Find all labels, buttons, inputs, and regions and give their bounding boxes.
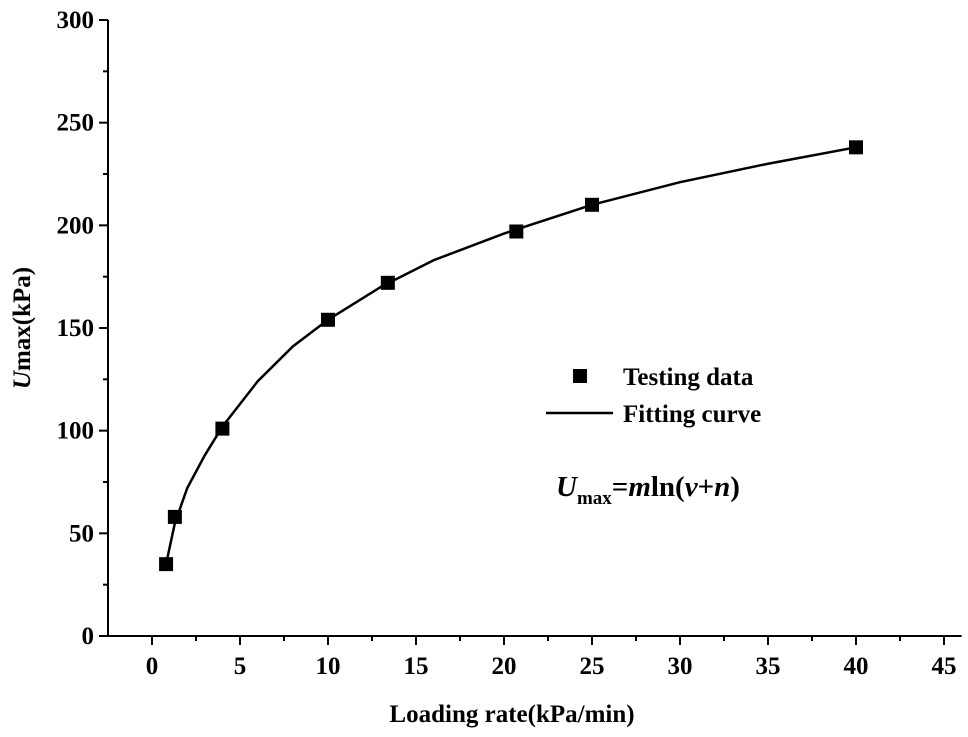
eq-part: n [714,471,730,503]
x-tick-label: 10 [316,653,341,680]
x-tick-label: 0 [146,653,159,680]
x-tick-label: 45 [932,653,957,680]
y-tick-label: 50 [69,520,94,547]
eq-part: max [577,488,612,509]
y-tick-label: 150 [57,315,95,342]
legend-label: Testing data [623,364,754,391]
eq-part: U [556,471,579,503]
x-axis-label: Loading rate(kPa/min) [389,701,634,728]
y-tick-label: 100 [57,418,95,445]
eq-part: = [612,471,629,503]
eq-part: v [685,471,699,503]
x-tick-label: 20 [492,653,517,680]
y-tick-label: 200 [57,212,95,239]
x-tick-label: 5 [234,653,247,680]
legend-marker [573,369,587,383]
eq-part: + [698,471,715,503]
y-axis-label: Umax(kPa) [9,267,36,389]
x-tick-label: 25 [580,653,605,680]
equation: Umax=mln(v+n) [556,471,740,509]
eq-part: m [628,471,651,503]
y-label-part: max(kPa) [9,267,36,371]
y-label-part: U [9,369,36,389]
x-tick-label: 40 [844,653,869,680]
fit-curve [164,146,857,565]
y-tick-label: 250 [57,110,95,137]
y-tick-label: 300 [57,7,95,34]
x-tick-label: 15 [404,653,429,680]
eq-part: ln( [651,471,685,503]
legend-label: Fitting curve [623,401,761,428]
eq-part: ) [730,471,740,503]
x-tick-label: 35 [756,653,781,680]
x-tick-label: 30 [668,653,693,680]
y-tick-label: 0 [82,623,95,650]
